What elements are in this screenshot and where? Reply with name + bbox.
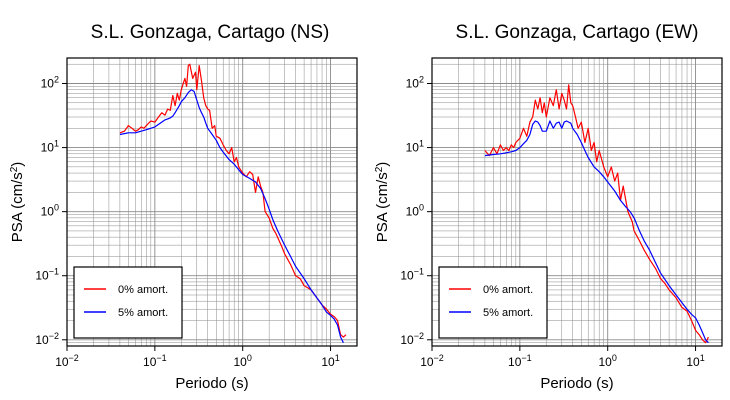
plot-frame <box>66 57 358 347</box>
legend-label: 5% amort. <box>118 307 168 319</box>
y-tick-label: 10−1 <box>35 267 59 283</box>
x-tick-label: 101 <box>321 353 339 369</box>
legend-label: 0% amort. <box>118 284 168 296</box>
y-tick-label: 102 <box>406 74 424 90</box>
y-tick-label: 101 <box>406 139 424 155</box>
series-line-damped <box>484 120 709 344</box>
legend: 0% amort. 5% amort. <box>438 266 548 339</box>
legend-label: 5% amort. <box>483 307 533 319</box>
legend: 0% amort. 5% amort. <box>73 266 183 339</box>
x-tick-label: 100 <box>234 353 252 369</box>
y-axis-label: PSA (cm/s2) <box>9 162 26 243</box>
legend-box <box>438 266 548 339</box>
x-tick-label: 10−1 <box>508 353 532 369</box>
legend-box <box>73 266 183 339</box>
chart-panel-2: S.L. Gonzaga, Cartago (EW) 10−2 10−1 100 101… <box>374 22 723 392</box>
x-tick-label: 10−2 <box>420 353 444 369</box>
series-line-damped <box>119 89 344 343</box>
x-tick-label: 10−1 <box>143 353 167 369</box>
y-tick-label: 100 <box>41 203 59 219</box>
x-tick-label: 101 <box>686 353 704 369</box>
x-axis-label: Periodo (s) <box>540 375 613 392</box>
series-line-undamped <box>119 63 347 338</box>
chart-panel-1: S.L. Gonzaga, Cartago (NS) 10−2 10−1 100 101… <box>9 22 358 392</box>
y-axis-label: PSA (cm/s2) <box>374 162 391 243</box>
legend-label: 0% amort. <box>483 284 533 296</box>
y-tick-label: 10−2 <box>35 331 59 347</box>
chart-title: S.L. Gonzaga, Cartago (NS) <box>91 22 330 43</box>
x-tick-label: 100 <box>599 353 617 369</box>
chart-title: S.L. Gonzaga, Cartago (EW) <box>456 22 699 43</box>
y-tick-label: 102 <box>41 74 59 90</box>
x-tick-label: 10−2 <box>55 353 79 369</box>
y-tick-label: 100 <box>406 203 424 219</box>
y-tick-label: 10−1 <box>400 267 424 283</box>
series-line-undamped <box>484 84 709 344</box>
plot-frame <box>431 57 723 347</box>
y-tick-label: 10−2 <box>400 331 424 347</box>
y-tick-label: 101 <box>41 139 59 155</box>
x-axis-label: Periodo (s) <box>175 375 248 392</box>
